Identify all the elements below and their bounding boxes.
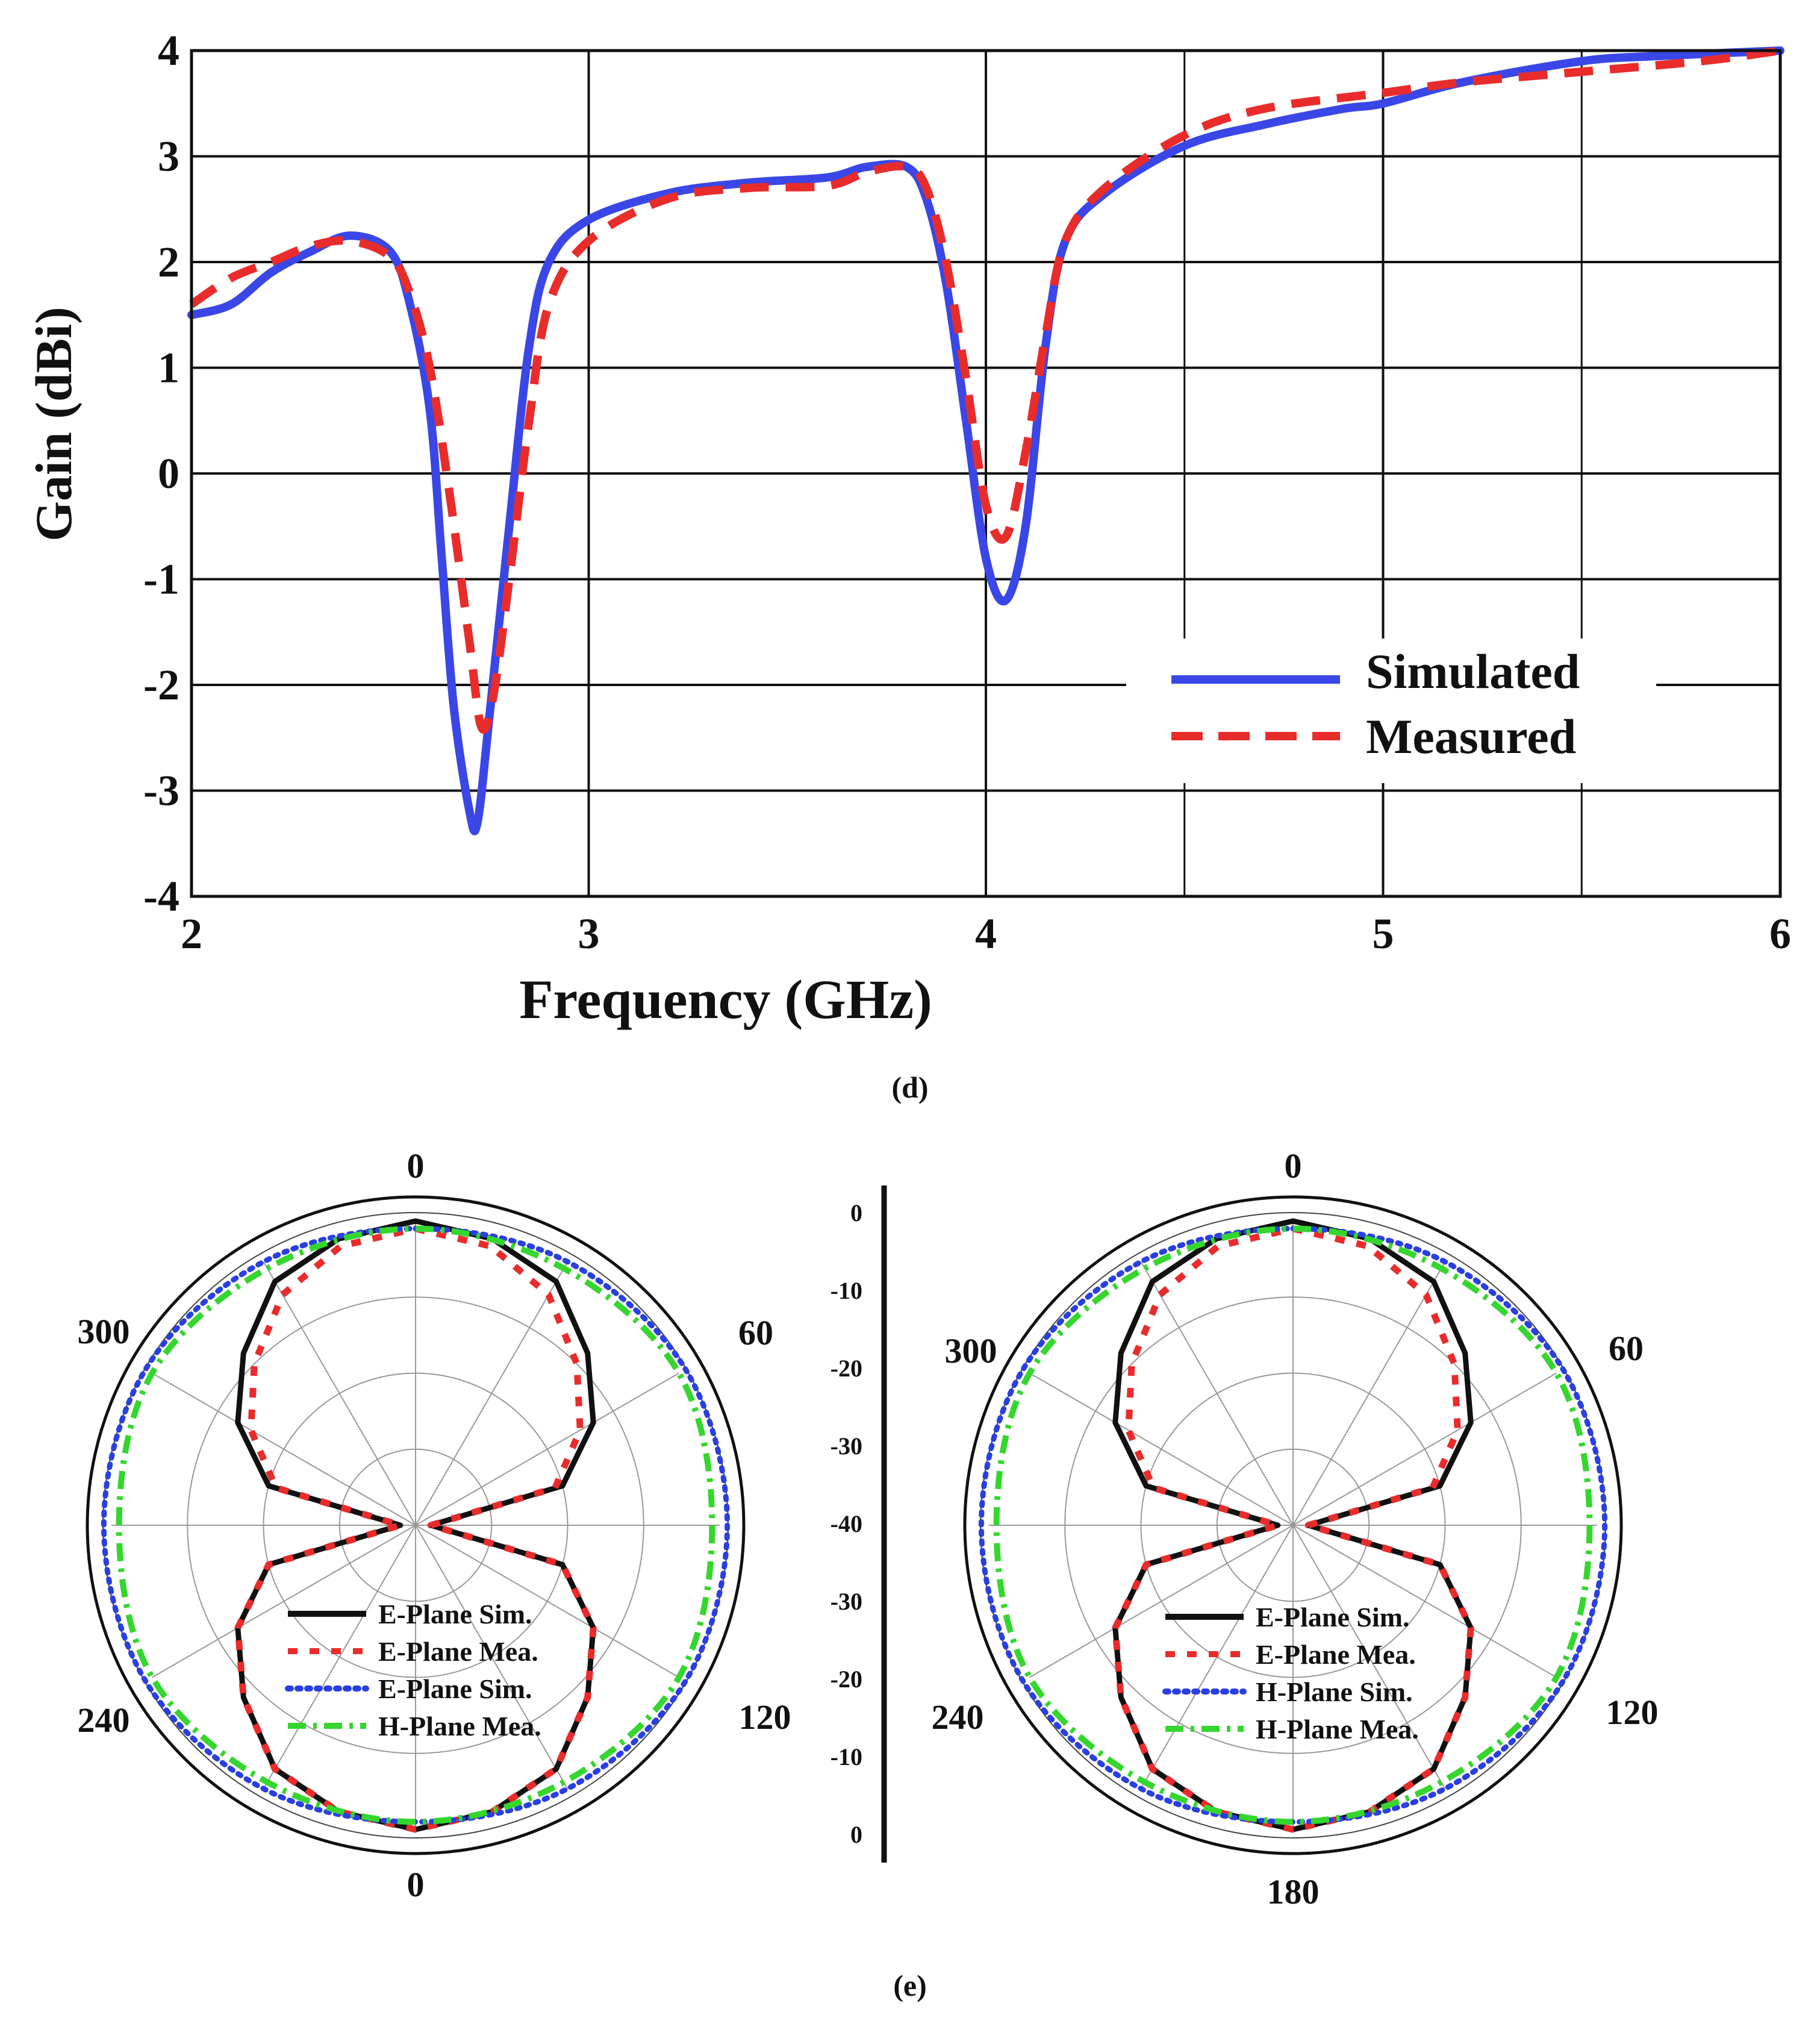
polar-legend-label: E-Plane Mea. (378, 1636, 538, 1667)
polar-series-3 (993, 1225, 1593, 1825)
x-tick-label: 6 (1769, 910, 1791, 958)
y-tick-label: 4 (158, 27, 179, 75)
polar-angle-label: 60 (738, 1313, 773, 1352)
polar-legend-label: E-Plane Sim. (1256, 1602, 1410, 1632)
radial-scale-axis: 0 -10 -20 -30 -40 -30 -20 -10 0 (831, 1185, 887, 1863)
gain-chart: 4 3 2 1 0 -1 -2 -3 -4 2 3 4 5 6 Frequency (GHz) Gain… (25, 27, 1791, 1030)
gain-chart-frame (190, 49, 1782, 898)
series-line-simulated (187, 46, 1784, 836)
caption-d: (d) (891, 1070, 928, 1104)
polar-pattern-right: 0 60 120 180 240 300 E-Plane Sim. E-Plane Mea. H… (932, 1146, 1659, 1911)
polar-angle-label: 0 (407, 1865, 425, 1904)
y-tick-label: -4 (143, 872, 179, 920)
radial-scale-tick-labels: 0 -10 -20 -30 -40 -30 -20 -10 0 (831, 1199, 862, 1848)
polar-angle-label: 240 (78, 1701, 130, 1740)
gain-chart-x-tick-labels: 2 3 4 5 6 (181, 910, 1791, 958)
polar-series-1 (1112, 1225, 1474, 1833)
polar-series-3 (116, 1225, 715, 1825)
polar-legend-label: E-Plane Sim. (378, 1673, 532, 1704)
y-tick-label: -3 (143, 767, 179, 815)
polar-outer-ring (86, 1195, 746, 1855)
polar-grid-spoke (263, 1261, 569, 1789)
radial-tick-label: -20 (831, 1355, 862, 1382)
polar-legend: E-Plane Sim. E-Plane Mea. H-Plane Sim. H-Pl… (1162, 1602, 1419, 1745)
series-line-measured (189, 46, 1781, 734)
polar-angle-label: 0 (407, 1146, 425, 1185)
polar-legend-label: H-Plane Mea. (1256, 1714, 1419, 1745)
polar-legend-label: H-Plane Mea. (378, 1711, 541, 1742)
polar-angle-label: 120 (1606, 1693, 1659, 1732)
caption-e: (e) (893, 1969, 927, 2002)
y-tick-label: 1 (158, 344, 179, 392)
y-tick-label: 3 (158, 133, 179, 181)
gain-chart-x-axis-label: Frequency (GHz) (519, 969, 932, 1030)
x-tick-label: 3 (578, 910, 600, 958)
x-tick-label: 4 (975, 910, 997, 958)
y-tick-label: 0 (158, 449, 179, 498)
radial-tick-label: -30 (831, 1432, 862, 1460)
radial-tick-label: -30 (831, 1588, 862, 1615)
x-tick-label: 2 (181, 910, 202, 958)
polar-series-2 (101, 1226, 731, 1825)
gain-chart-series (187, 46, 1784, 836)
polar-legend-label: H-Plane Sim. (1256, 1676, 1413, 1707)
legend-box (1126, 639, 1656, 783)
polar-angle-label: 120 (739, 1698, 791, 1737)
polar-angle-label: 300 (78, 1312, 130, 1351)
y-tick-label: -1 (143, 555, 179, 604)
polar-angle-label: 60 (1609, 1329, 1644, 1368)
polar-legend-label: E-Plane Sim. (378, 1599, 532, 1629)
polar-angle-label: 300 (945, 1331, 997, 1370)
gain-chart-legend: Simulated Measured (1126, 639, 1656, 783)
polar-angle-label: 0 (1285, 1146, 1302, 1185)
legend-label-simulated: Simulated (1366, 644, 1580, 699)
gain-chart-y-tick-labels: 4 3 2 1 0 -1 -2 -3 -4 (143, 27, 179, 920)
polar-legend: E-Plane Sim. E-Plane Mea. E-Plane Sim. H-Pl… (285, 1599, 541, 1742)
radial-tick-label: -10 (831, 1743, 862, 1770)
polar-series-1 (234, 1225, 597, 1833)
legend-label-measured: Measured (1366, 709, 1576, 764)
gain-chart-y-axis-label: Gain (dBi) (25, 307, 83, 541)
polar-grid-spoke (1140, 1261, 1446, 1789)
radial-tick-label: 0 (850, 1821, 862, 1848)
polar-outer-ring (963, 1195, 1623, 1855)
radial-tick-label: -10 (831, 1277, 862, 1304)
y-tick-label: 2 (158, 238, 179, 286)
radial-tick-label: 0 (850, 1199, 862, 1226)
polar-angle-label: 180 (1267, 1872, 1320, 1911)
polar-legend-label: E-Plane Mea. (1256, 1639, 1416, 1670)
radial-tick-label: -20 (831, 1666, 862, 1693)
x-tick-label: 5 (1373, 910, 1394, 958)
y-tick-label: -2 (143, 661, 179, 709)
polar-angle-label: 240 (932, 1698, 984, 1737)
polar-series-2 (978, 1226, 1608, 1825)
radial-tick-label: -40 (831, 1510, 862, 1537)
